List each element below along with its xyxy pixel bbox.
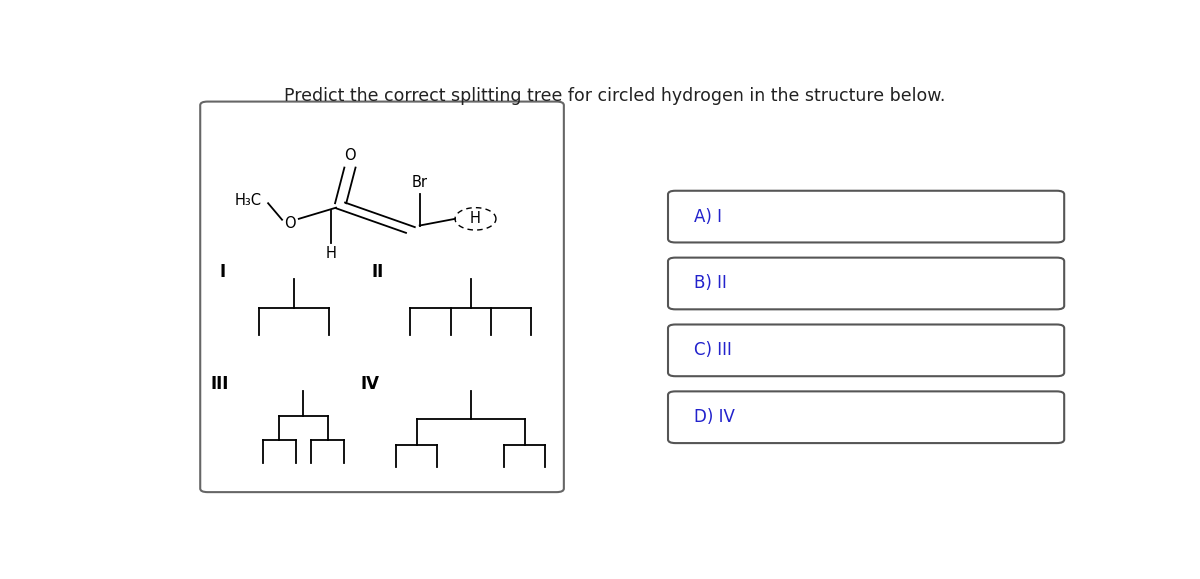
Text: IV: IV [361, 375, 380, 393]
FancyBboxPatch shape [668, 324, 1064, 376]
Text: H: H [470, 211, 481, 226]
FancyBboxPatch shape [668, 190, 1064, 243]
Text: H: H [326, 245, 337, 261]
Text: III: III [210, 375, 229, 393]
Text: H₃C: H₃C [234, 193, 262, 208]
Text: A) I: A) I [694, 208, 722, 226]
Text: B) II: B) II [694, 274, 727, 292]
Text: O: O [283, 216, 295, 231]
FancyBboxPatch shape [200, 101, 564, 492]
Text: D) IV: D) IV [694, 408, 734, 426]
Text: C) III: C) III [694, 342, 732, 360]
Text: II: II [372, 263, 384, 281]
Text: Br: Br [412, 175, 427, 190]
Text: O: O [344, 148, 355, 163]
FancyBboxPatch shape [668, 258, 1064, 309]
Text: Predict the correct splitting tree for circled hydrogen in the structure below.: Predict the correct splitting tree for c… [284, 87, 946, 105]
Text: I: I [220, 263, 226, 281]
FancyBboxPatch shape [668, 391, 1064, 443]
